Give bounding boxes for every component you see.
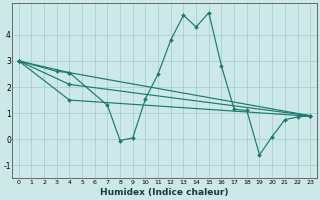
- X-axis label: Humidex (Indice chaleur): Humidex (Indice chaleur): [100, 188, 229, 197]
